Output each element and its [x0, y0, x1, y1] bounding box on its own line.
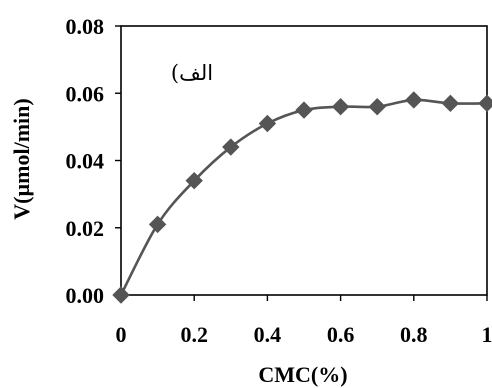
data-point-marker	[478, 94, 492, 113]
y-tick-label: 0.00	[66, 283, 105, 308]
data-point-marker	[222, 138, 240, 156]
x-tick-label: 0	[116, 322, 127, 347]
series-line	[119, 98, 488, 296]
data-points	[112, 91, 492, 304]
y-axis-tick-labels: 0.00 0.02 0.04 0.06 0.08	[66, 14, 105, 308]
data-point-marker	[112, 286, 130, 304]
x-tick-label: 0.2	[180, 322, 208, 347]
series-line-layer	[119, 98, 488, 296]
x-tick-label: 0.8	[400, 322, 428, 347]
data-point-marker	[405, 91, 423, 109]
data-point-marker	[295, 101, 313, 119]
y-tick-label: 0.08	[66, 14, 105, 39]
x-tick-label: 0.4	[254, 322, 282, 347]
data-point-marker	[185, 171, 203, 190]
panel-annotation: الف)	[171, 61, 213, 85]
data-point-marker	[368, 97, 386, 116]
data-point-marker	[441, 94, 460, 113]
y-tick-label: 0.06	[66, 81, 105, 106]
y-tick-label: 0.02	[66, 216, 105, 241]
y-axis-title: V(µmol/min)	[9, 98, 34, 219]
data-point-marker	[148, 215, 167, 234]
data-point-marker	[331, 97, 350, 116]
x-tick-label: 1	[482, 322, 492, 347]
x-axis-title: CMC(%)	[258, 362, 347, 387]
x-tick-label: 0.6	[327, 322, 355, 347]
y-tick-label: 0.04	[66, 149, 105, 174]
x-axis-tick-labels: 0 0.2 0.4 0.6 0.8 1	[116, 322, 492, 347]
data-point-marker	[258, 114, 277, 133]
